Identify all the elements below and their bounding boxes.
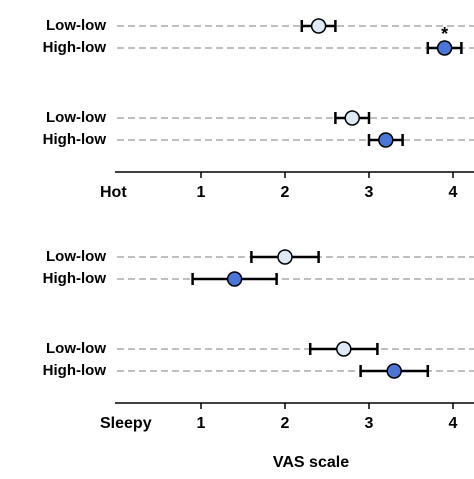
x-tick-label: 2	[281, 184, 290, 201]
row-label: High-low	[43, 270, 107, 287]
dot	[277, 249, 293, 265]
x-tick-label: 1	[197, 184, 206, 201]
annotation: *	[441, 24, 448, 44]
x-tick-label: 2	[281, 415, 290, 432]
row-label: Low-low	[46, 340, 106, 357]
dot	[344, 110, 360, 126]
x-tick-label: 4	[449, 184, 458, 201]
panel-title: Sleepy	[100, 415, 152, 432]
panel-title: Hot	[100, 184, 127, 201]
dot	[310, 18, 327, 34]
x-axis-label: VAS scale	[273, 454, 349, 471]
x-tick-label: 3	[365, 184, 374, 201]
x-tick-label: 1	[197, 415, 206, 432]
row-label: Low-low	[46, 248, 106, 265]
dot	[436, 40, 453, 56]
row-label: Low-low	[46, 17, 106, 34]
row-label: High-low	[43, 131, 107, 148]
dot	[226, 271, 243, 287]
x-tick-label: 3	[365, 415, 374, 432]
dot	[378, 132, 394, 148]
x-tick-label: 4	[449, 415, 458, 432]
row-label: Low-low	[46, 109, 106, 126]
row-label: High-low	[43, 39, 107, 56]
dot	[336, 341, 352, 357]
dot	[386, 363, 402, 379]
row-label: High-low	[43, 362, 107, 379]
